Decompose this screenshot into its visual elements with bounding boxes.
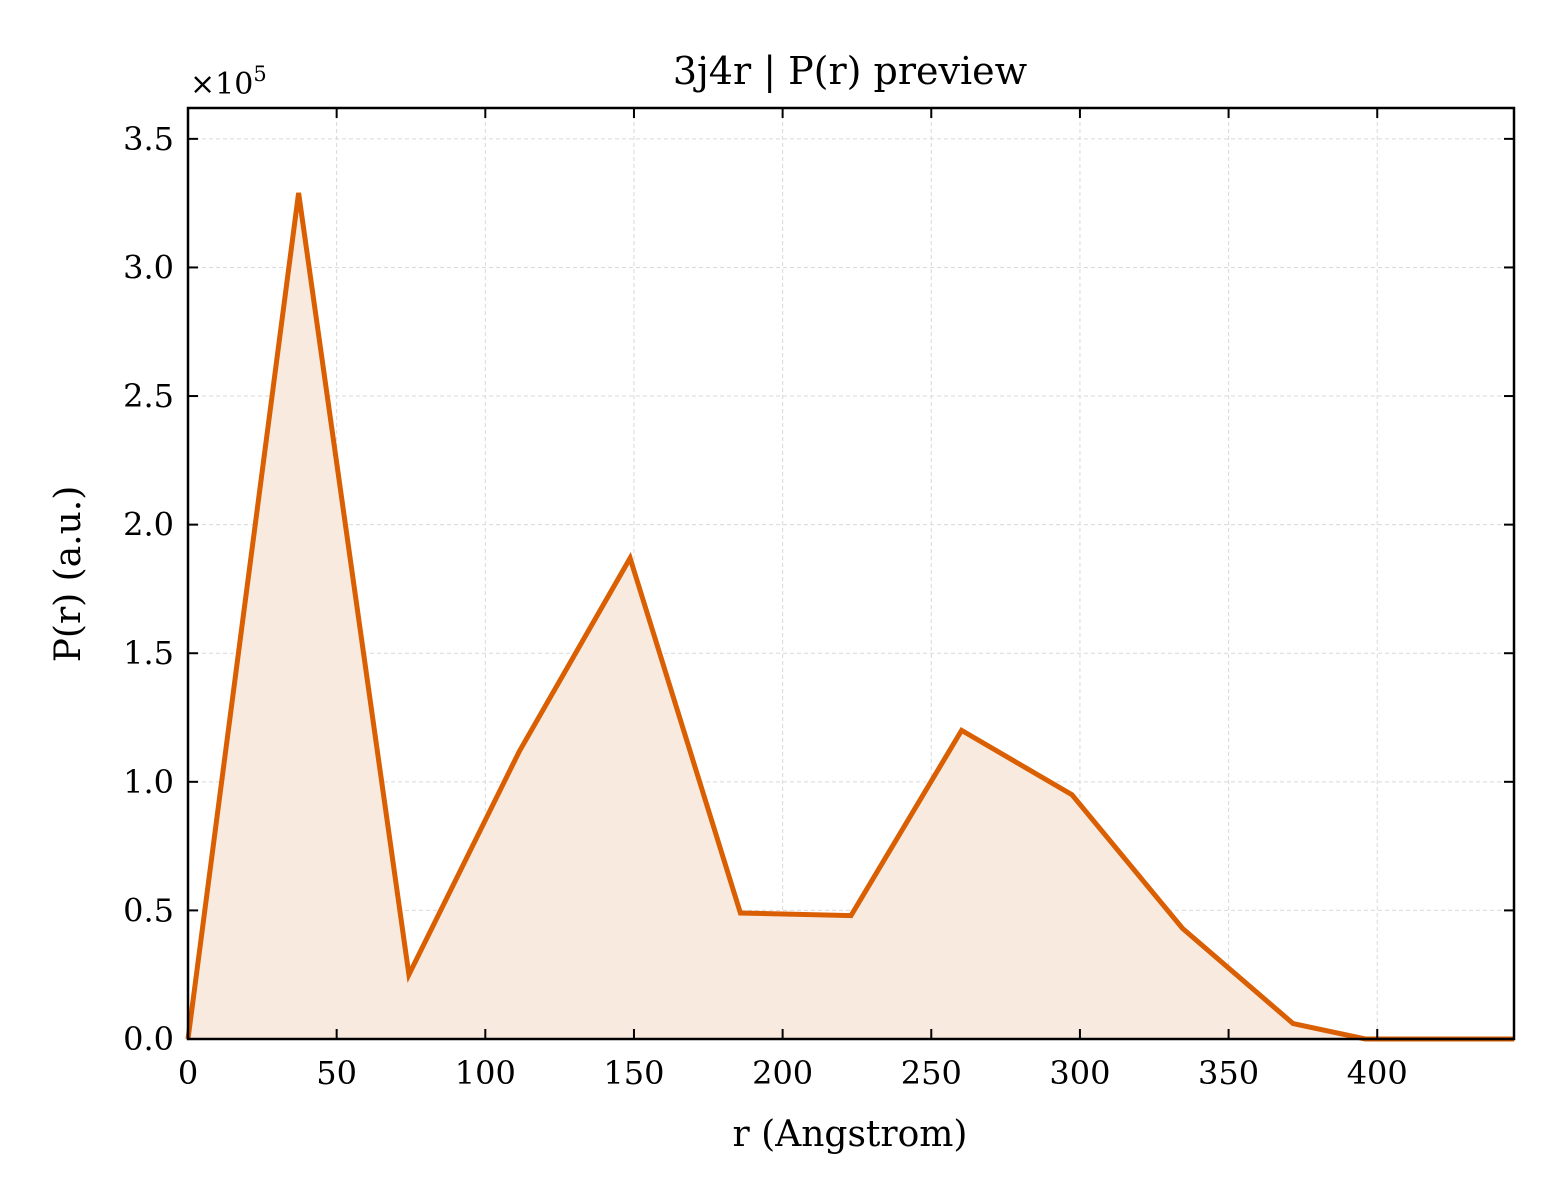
x-tick-label: 400 xyxy=(1347,1054,1408,1092)
y-axis-scale-factor: ×105 xyxy=(190,62,267,102)
y-scale-base: ×10 xyxy=(190,67,253,102)
x-tick-label: 250 xyxy=(901,1054,962,1092)
series-area-fill xyxy=(188,192,1514,1039)
series-line xyxy=(185,192,1514,1042)
x-tick-label: 300 xyxy=(1049,1054,1110,1092)
chart-title: 3j4r | P(r) preview xyxy=(673,49,1028,93)
y-tick-label: 1.5 xyxy=(123,634,174,672)
y-tick-label: 3.5 xyxy=(123,120,174,158)
y-tick-label: 0.5 xyxy=(123,891,174,929)
y-scale-exponent: 5 xyxy=(253,62,266,86)
x-tick-label: 0 xyxy=(178,1054,198,1092)
x-tick-label: 150 xyxy=(603,1054,664,1092)
x-tick-label: 50 xyxy=(316,1054,357,1092)
ticks: 0 50 100 150 200 250 300 350 400 0.0 0.5 1.0 1.5 2.0 2… xyxy=(123,108,1514,1092)
y-tick-label: 2.5 xyxy=(123,377,174,415)
y-tick-label: 1.0 xyxy=(123,763,174,801)
x-axis-label: r (Angstrom) xyxy=(733,1114,968,1155)
y-tick-label: 0.0 xyxy=(123,1020,174,1058)
y-axis-label: P(r) (a.u.) xyxy=(48,486,89,663)
plot-frame xyxy=(186,106,1516,1041)
x-tick-label: 100 xyxy=(455,1054,516,1092)
x-tick-label: 350 xyxy=(1198,1054,1259,1092)
x-tick-label: 200 xyxy=(752,1054,813,1092)
y-tick-label: 2.0 xyxy=(123,506,174,544)
y-tick-label: 3.0 xyxy=(123,248,174,286)
